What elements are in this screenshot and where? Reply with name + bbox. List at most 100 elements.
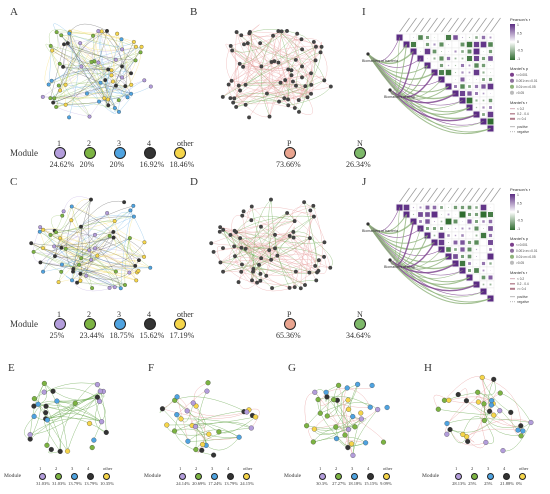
network-edge <box>54 95 90 117</box>
network-node <box>115 31 120 36</box>
network-node <box>50 48 55 53</box>
network-edge <box>483 403 521 428</box>
module-legend-dot <box>334 472 342 480</box>
network-nodes <box>159 380 259 458</box>
heatmap-cell <box>483 228 484 229</box>
heatmap-cell <box>474 268 479 273</box>
network-node <box>77 262 81 267</box>
panel-a-label: A <box>10 6 18 18</box>
heatmap-cell <box>460 254 465 259</box>
network-edge <box>80 200 125 227</box>
network-node <box>111 79 115 84</box>
network-edge <box>86 69 110 94</box>
heatmap-cell <box>483 51 484 52</box>
mantel-p-swatch <box>510 260 514 265</box>
network-node <box>355 381 361 387</box>
network-edge <box>60 237 90 251</box>
heatmap-cell <box>475 106 478 109</box>
network-edge <box>480 403 487 443</box>
heatmap-cell <box>468 269 471 272</box>
heatmap-col-label <box>427 187 438 203</box>
network-node <box>508 409 514 415</box>
network-node <box>358 410 364 416</box>
network-edge <box>80 226 122 289</box>
network-edge <box>249 31 312 85</box>
mantel-link <box>367 53 491 133</box>
network-edge <box>81 66 128 98</box>
network-node <box>380 439 387 445</box>
network-edge <box>211 237 294 246</box>
network-edge <box>272 280 317 289</box>
network-node <box>218 225 223 230</box>
network-edge <box>313 416 353 443</box>
network-node <box>94 382 101 388</box>
module-legend-dot <box>144 318 156 330</box>
network-edge <box>50 45 109 70</box>
heatmap-cell <box>466 97 473 104</box>
mantel-link <box>389 259 463 279</box>
network-node <box>257 262 261 267</box>
heatmap-cell <box>433 43 436 46</box>
network-edge <box>48 52 141 85</box>
heatmap-cell <box>454 234 457 237</box>
network-edge <box>63 44 136 61</box>
network-edge <box>288 86 332 106</box>
colorbar-tick: 1 <box>517 193 519 197</box>
network-edge <box>92 35 109 100</box>
network-edge <box>222 229 261 281</box>
heatmap-cell <box>488 240 493 245</box>
network-node <box>102 96 107 101</box>
module-legend-dot <box>454 472 462 480</box>
network-edge <box>115 39 126 86</box>
network-node <box>142 240 147 245</box>
network-edge <box>30 397 98 435</box>
mantel-link <box>389 89 477 122</box>
network-node <box>239 33 244 38</box>
network-node <box>322 254 326 259</box>
heatmap-cell <box>474 226 479 231</box>
network-node <box>240 262 244 267</box>
network-node <box>307 236 312 241</box>
heatmap-cell <box>482 71 485 74</box>
network-edge <box>232 50 249 85</box>
network-node <box>57 61 62 66</box>
module-legend-dot <box>226 472 234 480</box>
heatmap-cell <box>490 93 491 94</box>
network-node <box>86 420 93 427</box>
network-node <box>322 240 327 245</box>
network-edge <box>102 81 114 100</box>
module-legend-dot <box>210 472 218 480</box>
network-node <box>106 97 111 102</box>
network-node <box>205 380 211 386</box>
network-node <box>127 236 132 241</box>
network-edge <box>116 33 132 85</box>
network-edge <box>278 30 325 81</box>
mantel-links <box>366 37 491 135</box>
module-legend-pct: 21.88% <box>500 480 515 486</box>
network-node <box>287 285 292 290</box>
heatmap-cell <box>460 77 465 82</box>
network-edge <box>281 31 316 61</box>
network-node <box>87 114 92 119</box>
heatmap-cell <box>468 64 471 67</box>
network-node <box>311 203 316 208</box>
network-node <box>27 432 33 438</box>
network-node <box>209 241 214 246</box>
network-node <box>218 260 223 265</box>
network-edge <box>56 81 114 108</box>
network-edge <box>195 391 208 450</box>
network-edge <box>58 82 109 100</box>
module-legend-dot <box>174 147 186 159</box>
heatmap-cell <box>438 239 445 246</box>
network-node <box>312 389 318 395</box>
heatmap-cell <box>413 37 414 38</box>
network-edge <box>231 214 243 247</box>
heatmap-cell <box>467 240 472 245</box>
network-edge <box>222 46 317 98</box>
network-edge <box>50 45 90 117</box>
heatmap-col-label <box>434 187 445 203</box>
module-legend-pct: 20% <box>109 160 125 169</box>
network-edge <box>67 43 120 113</box>
module-legend-pct: 30.3% <box>316 480 328 486</box>
legend-a: Module 1 24.62% 2 20% 3 20% 4 16.92% other 18.46% <box>10 139 194 169</box>
